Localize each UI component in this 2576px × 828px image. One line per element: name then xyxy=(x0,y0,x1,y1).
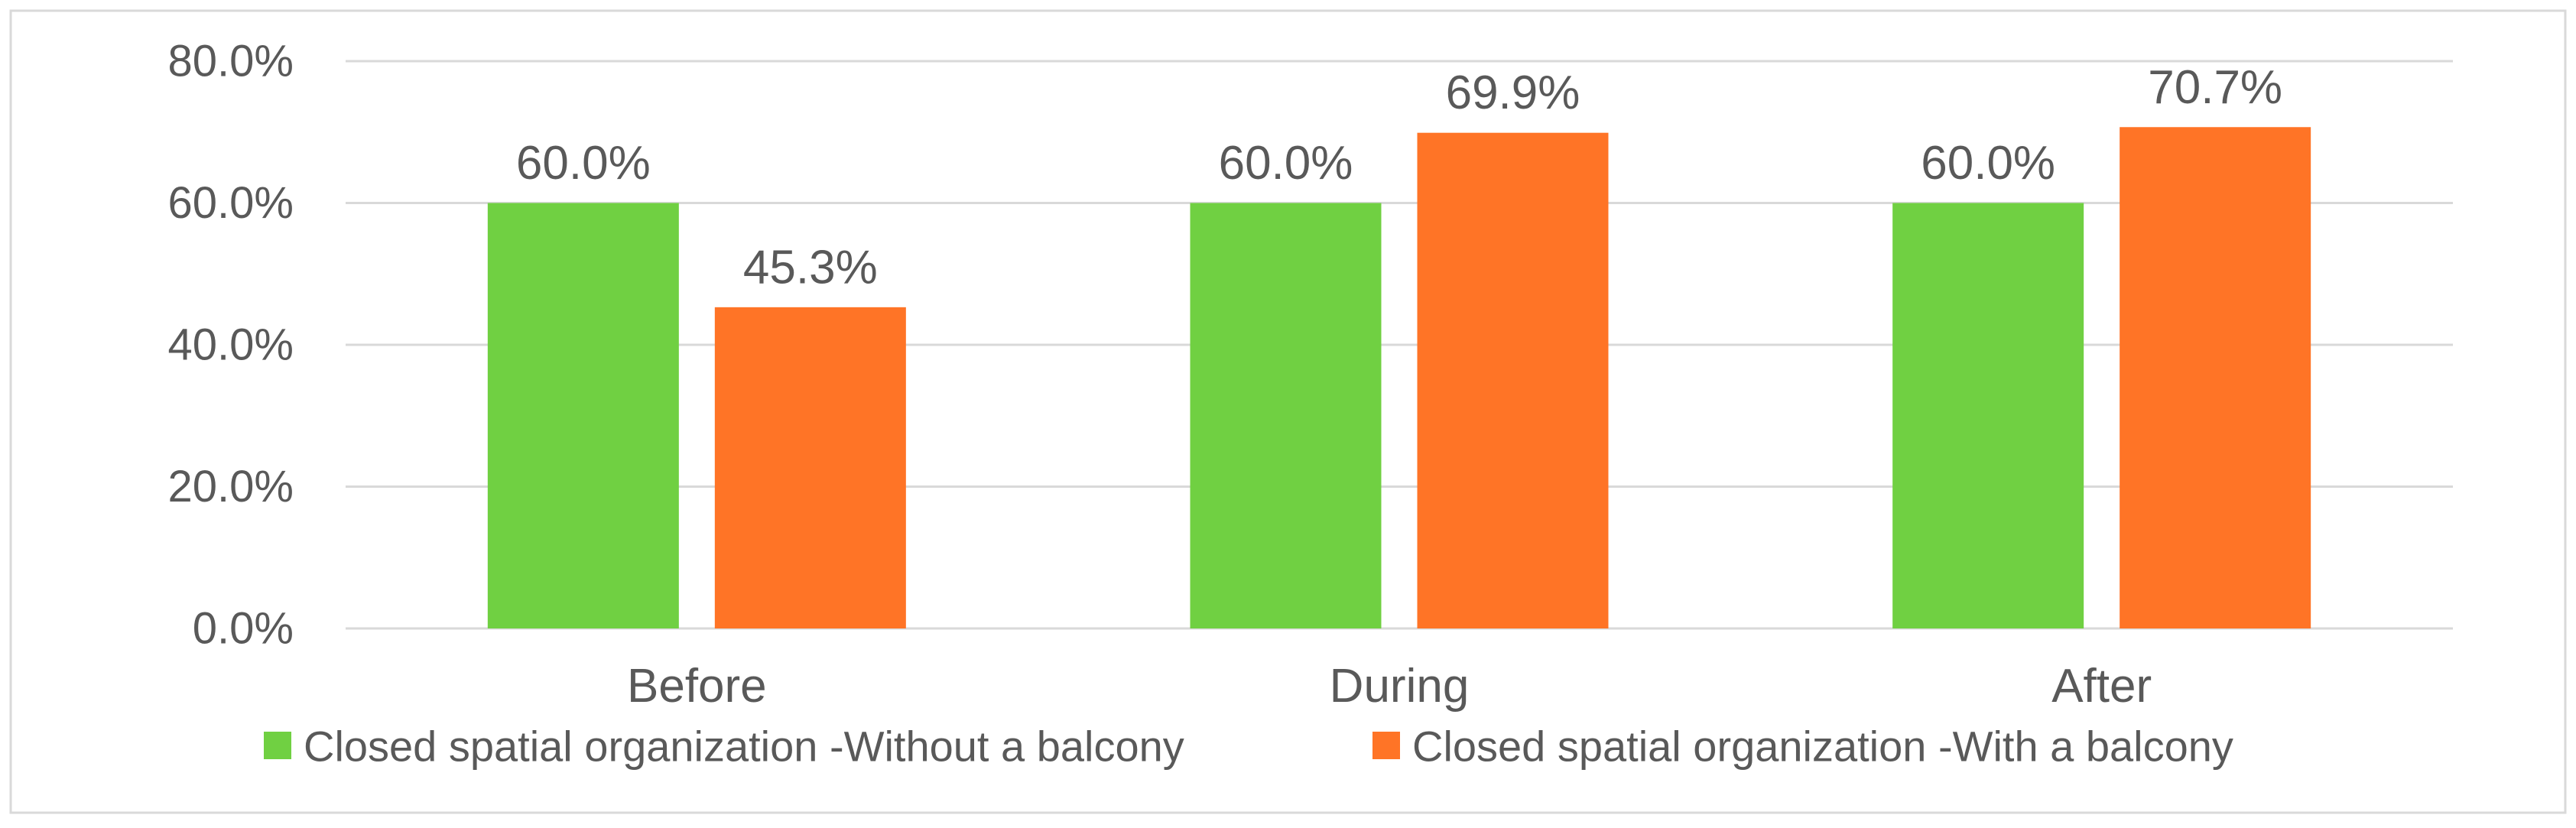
bars xyxy=(487,127,2311,629)
bar-with-balcony-during xyxy=(1417,132,1609,629)
bar-with-balcony-before xyxy=(714,307,906,628)
data-label: 60.0% xyxy=(516,137,651,190)
legend-swatch xyxy=(1372,732,1400,759)
y-tick-label: 80.0% xyxy=(168,37,294,86)
bar-without-balcony-before xyxy=(487,203,679,628)
data-label: 45.3% xyxy=(743,241,878,294)
y-tick-label: 60.0% xyxy=(168,178,294,228)
legend-label: Closed spatial organization -Without a b… xyxy=(304,722,1184,771)
data-labels: 60.0% 45.3% 60.0% 69.9% 60.0% 70.7% xyxy=(516,61,2282,294)
y-tick-label: 0.0% xyxy=(193,604,294,654)
data-label: 60.0% xyxy=(1219,137,1353,190)
y-tick-label: 40.0% xyxy=(168,320,294,370)
bar-with-balcony-after xyxy=(2120,127,2311,628)
bar-without-balcony-during xyxy=(1190,203,1382,628)
y-tick-label: 20.0% xyxy=(168,462,294,511)
x-category-label: Before xyxy=(627,660,767,713)
x-category-label: After xyxy=(2051,660,2152,713)
data-label: 70.7% xyxy=(2148,61,2282,114)
legend: Closed spatial organization -Without a b… xyxy=(264,722,2233,771)
legend-swatch xyxy=(264,732,291,759)
gridlines xyxy=(346,60,2453,630)
data-label: 69.9% xyxy=(1446,67,1580,119)
bar-without-balcony-after xyxy=(1892,203,2084,628)
x-category-label: During xyxy=(1330,660,1470,713)
data-label: 60.0% xyxy=(1921,137,2055,190)
x-axis-category-labels: Before During After xyxy=(627,660,2152,713)
legend-label: Closed spatial organization -With a balc… xyxy=(1412,722,2233,771)
y-axis-tick-labels: 0.0% 20.0% 40.0% 60.0% 80.0% xyxy=(168,37,294,654)
